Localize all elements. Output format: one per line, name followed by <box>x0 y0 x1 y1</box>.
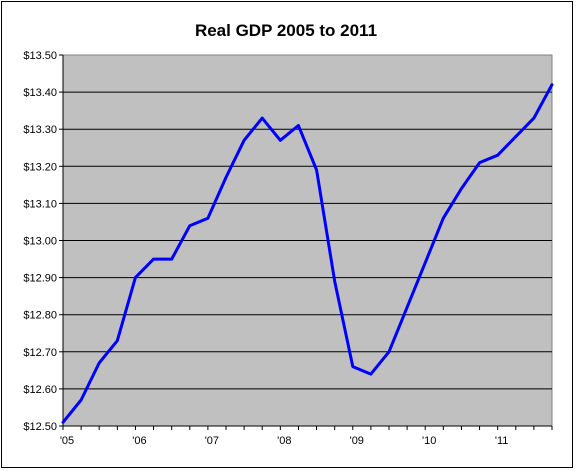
y-tick-label: $12.90 <box>23 273 57 285</box>
data-point <box>279 139 282 142</box>
data-point <box>351 365 354 368</box>
data-point <box>242 139 246 142</box>
data-point <box>261 116 264 120</box>
data-point <box>170 257 173 261</box>
data-point <box>188 224 191 227</box>
series-line <box>61 83 554 424</box>
data-point <box>333 280 336 283</box>
y-tick-label: $13.50 <box>23 50 57 62</box>
y-axis: $13.50 $13.40 $13.30 $13.20 $13.10 $13.00 $12.… <box>23 50 64 433</box>
data-point <box>98 361 101 365</box>
x-axis: '05 '06 '07 '08 '09 '10 '11 <box>60 425 553 447</box>
data-point <box>206 217 210 220</box>
data-point <box>514 135 517 138</box>
x-tick-label: '06 <box>132 435 146 447</box>
data-point <box>116 339 119 342</box>
series-group <box>61 83 554 424</box>
y-tick-label: $13.20 <box>23 161 57 173</box>
data-point <box>224 176 228 179</box>
chart-title: Real GDP 2005 to 2011 <box>195 21 377 40</box>
data-point <box>152 257 155 261</box>
data-point <box>369 372 373 376</box>
data-point <box>532 116 536 120</box>
x-tick-label: '11 <box>495 435 509 447</box>
data-point <box>387 350 391 353</box>
x-tick-label: '05 <box>60 435 74 447</box>
data-point <box>405 306 409 309</box>
y-tick-label: $13.30 <box>23 124 57 136</box>
y-tick-label: $12.70 <box>23 347 57 359</box>
x-tick-label: '09 <box>350 435 364 447</box>
y-tick-label: $12.50 <box>23 421 57 433</box>
y-tick-label: $13.10 <box>23 198 57 210</box>
data-point <box>550 83 554 86</box>
data-point <box>79 398 83 402</box>
data-point <box>442 217 445 220</box>
data-point <box>134 276 137 279</box>
y-tick-label: $12.80 <box>23 310 57 322</box>
data-point <box>496 153 499 157</box>
data-point <box>478 161 481 164</box>
y-tick-label: $13.40 <box>23 87 57 99</box>
x-tick-label: '10 <box>422 435 436 447</box>
data-point <box>460 187 463 190</box>
x-tick-label: '08 <box>277 435 291 447</box>
data-point <box>297 124 300 127</box>
data-point <box>315 168 318 172</box>
y-tick-label: $12.60 <box>23 384 57 396</box>
data-point <box>424 261 427 264</box>
y-tick-label: $13.00 <box>23 236 57 248</box>
data-point <box>61 421 65 424</box>
x-tick-label: '07 <box>205 435 219 447</box>
gridlines <box>63 91 552 390</box>
